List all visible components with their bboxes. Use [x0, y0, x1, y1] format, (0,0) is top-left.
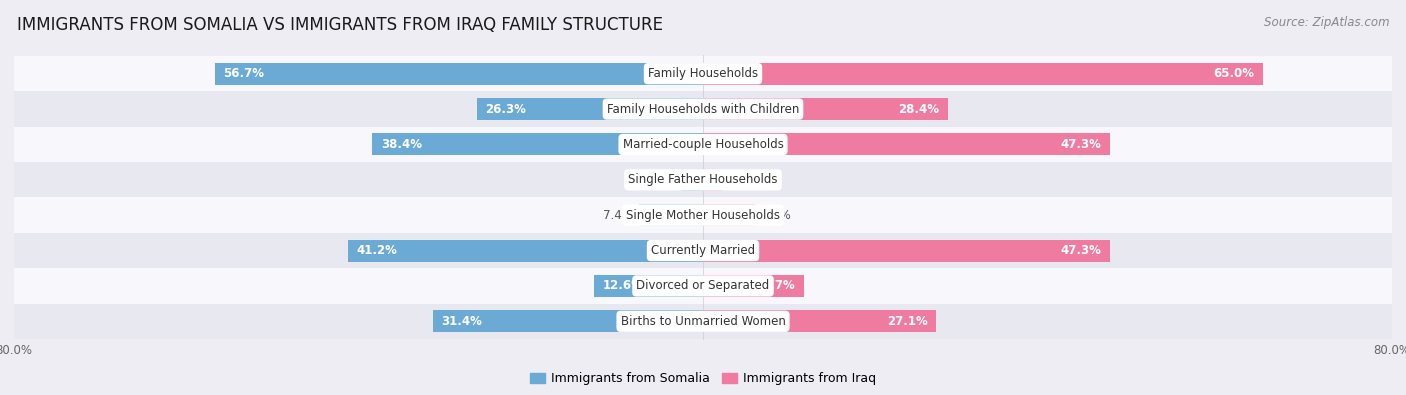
Bar	[703, 63, 1263, 85]
Text: 2.5%: 2.5%	[645, 173, 675, 186]
Bar	[703, 310, 936, 332]
Bar	[215, 63, 703, 85]
Text: 47.3%: 47.3%	[1062, 244, 1102, 257]
Text: 31.4%: 31.4%	[441, 315, 482, 328]
Text: 26.3%: 26.3%	[485, 103, 526, 116]
Text: 2.2%: 2.2%	[728, 173, 759, 186]
Text: 6.0%: 6.0%	[762, 209, 792, 222]
Bar	[703, 134, 1111, 155]
Bar	[14, 91, 1392, 127]
Text: 47.3%: 47.3%	[1062, 138, 1102, 151]
Text: 41.2%: 41.2%	[357, 244, 398, 257]
Text: 65.0%: 65.0%	[1213, 67, 1254, 80]
Legend: Immigrants from Somalia, Immigrants from Iraq: Immigrants from Somalia, Immigrants from…	[524, 367, 882, 390]
Text: IMMIGRANTS FROM SOMALIA VS IMMIGRANTS FROM IRAQ FAMILY STRUCTURE: IMMIGRANTS FROM SOMALIA VS IMMIGRANTS FR…	[17, 16, 662, 34]
Text: 28.4%: 28.4%	[898, 103, 939, 116]
Text: Family Households with Children: Family Households with Children	[607, 103, 799, 116]
Bar	[14, 304, 1392, 339]
Bar	[14, 198, 1392, 233]
Bar	[14, 56, 1392, 91]
Bar	[14, 233, 1392, 268]
Text: 38.4%: 38.4%	[381, 138, 422, 151]
Bar	[477, 98, 703, 120]
Bar	[703, 98, 948, 120]
Bar	[433, 310, 703, 332]
Bar	[14, 127, 1392, 162]
Text: Births to Unmarried Women: Births to Unmarried Women	[620, 315, 786, 328]
Text: 7.4%: 7.4%	[603, 209, 633, 222]
Bar	[703, 240, 1111, 261]
Bar	[373, 134, 703, 155]
Text: 11.7%: 11.7%	[755, 279, 796, 292]
Text: Currently Married: Currently Married	[651, 244, 755, 257]
Bar	[349, 240, 703, 261]
Text: Single Mother Households: Single Mother Households	[626, 209, 780, 222]
Text: Married-couple Households: Married-couple Households	[623, 138, 783, 151]
Bar	[640, 204, 703, 226]
Bar	[703, 169, 721, 191]
Bar	[14, 162, 1392, 198]
Text: 27.1%: 27.1%	[887, 315, 928, 328]
Text: 12.6%: 12.6%	[603, 279, 644, 292]
Bar	[703, 275, 804, 297]
Text: Divorced or Separated: Divorced or Separated	[637, 279, 769, 292]
Text: Source: ZipAtlas.com: Source: ZipAtlas.com	[1264, 16, 1389, 29]
Text: Family Households: Family Households	[648, 67, 758, 80]
Bar	[703, 204, 755, 226]
Text: 56.7%: 56.7%	[224, 67, 264, 80]
Bar	[682, 169, 703, 191]
Text: Single Father Households: Single Father Households	[628, 173, 778, 186]
Bar	[595, 275, 703, 297]
Bar	[14, 268, 1392, 304]
